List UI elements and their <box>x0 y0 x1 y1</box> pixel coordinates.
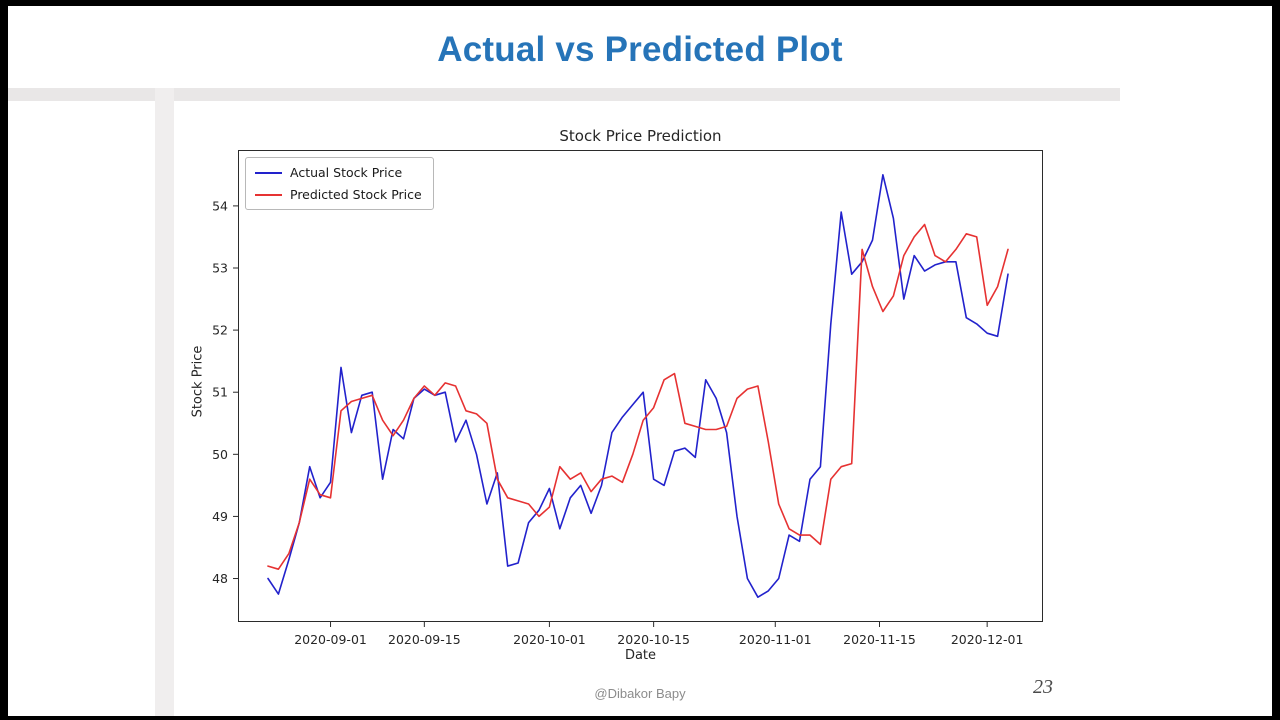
plot-svg: 48 49 50 51 52 53 54 2020-09-01 2020-09-15 2020-1… <box>212 150 1043 647</box>
legend-label-predicted: Predicted Stock Price <box>290 187 422 202</box>
svg-text:2020-10-01: 2020-10-01 <box>513 632 586 647</box>
svg-text:2020-09-01: 2020-09-01 <box>294 632 367 647</box>
slide-title: Actual vs Predicted Plot <box>437 30 843 69</box>
svg-text:49: 49 <box>212 509 228 524</box>
x-axis-label: Date <box>624 648 657 663</box>
svg-text:2020-11-15: 2020-11-15 <box>843 632 916 647</box>
legend-item-actual: Actual Stock Price <box>255 165 422 180</box>
slide-left-margin-band <box>155 88 174 716</box>
svg-text:2020-11-01: 2020-11-01 <box>739 632 812 647</box>
footer-credit: @Dibakor Bapy <box>594 686 686 701</box>
chart-legend: Actual Stock Price Predicted Stock Price <box>245 157 434 210</box>
svg-text:54: 54 <box>212 198 228 213</box>
svg-text:2020-10-15: 2020-10-15 <box>617 632 690 647</box>
legend-line-swatch-actual <box>255 171 282 174</box>
svg-text:51: 51 <box>212 385 228 400</box>
page-number: 23 <box>1033 676 1053 698</box>
chart-title: Stock Price Prediction <box>559 127 722 145</box>
svg-text:48: 48 <box>212 571 228 586</box>
slide-divider-band <box>8 88 1120 101</box>
svg-text:2020-09-15: 2020-09-15 <box>388 632 461 647</box>
y-axis-label: Stock Price <box>190 345 206 418</box>
slide-background: Actual vs Predicted Plot Stock Price Pre… <box>8 6 1272 716</box>
svg-text:50: 50 <box>212 447 228 462</box>
plot-area: 48 49 50 51 52 53 54 2020-09-01 2020-09-15 2020-1… <box>212 150 1043 647</box>
svg-text:53: 53 <box>212 261 228 276</box>
legend-item-predicted: Predicted Stock Price <box>255 187 422 202</box>
svg-text:52: 52 <box>212 323 228 338</box>
legend-line-swatch-predicted <box>255 193 282 196</box>
svg-text:2020-12-01: 2020-12-01 <box>951 632 1024 647</box>
legend-label-actual: Actual Stock Price <box>290 165 403 180</box>
